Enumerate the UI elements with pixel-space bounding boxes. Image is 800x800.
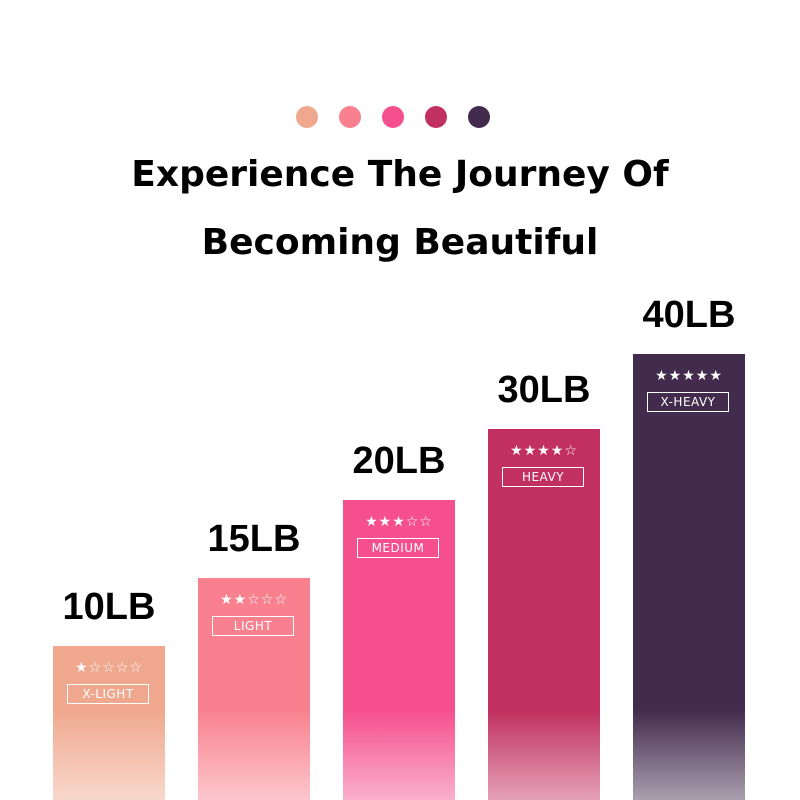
band-bar-15lb: ★★☆☆☆ LIGHT	[198, 578, 310, 800]
level-label: HEAVY	[502, 467, 584, 487]
band-bar-40lb: ★★★★★ X-HEAVY	[633, 354, 745, 800]
band-bar-20lb: ★★★☆☆ MEDIUM	[343, 500, 455, 800]
level-label: X-HEAVY	[647, 392, 729, 412]
color-dot	[425, 106, 447, 128]
weight-label: 40LB	[642, 294, 736, 336]
color-dots	[296, 106, 490, 128]
star-rating: ★★★★★	[655, 368, 723, 384]
title-line-1: Experience The Journey Of	[131, 154, 669, 195]
star-rating: ★☆☆☆☆	[75, 660, 143, 676]
star-rating: ★★☆☆☆	[220, 592, 288, 608]
star-rating: ★★★★☆	[510, 443, 578, 459]
star-rating: ★★★☆☆	[365, 514, 433, 530]
title-line-2: Becoming Beautiful	[201, 222, 599, 263]
weight-label: 30LB	[497, 369, 591, 411]
color-dot	[382, 106, 404, 128]
color-dot	[468, 106, 490, 128]
color-dot	[339, 106, 361, 128]
band-bar-10lb: ★☆☆☆☆ X-LIGHT	[53, 646, 165, 800]
level-label: LIGHT	[212, 616, 294, 636]
weight-label: 10LB	[62, 586, 156, 628]
level-label: X-LIGHT	[67, 684, 149, 704]
color-dot	[296, 106, 318, 128]
band-bar-30lb: ★★★★☆ HEAVY	[488, 429, 600, 800]
level-label: MEDIUM	[357, 538, 439, 558]
weight-label: 15LB	[207, 518, 301, 560]
weight-label: 20LB	[352, 440, 446, 482]
